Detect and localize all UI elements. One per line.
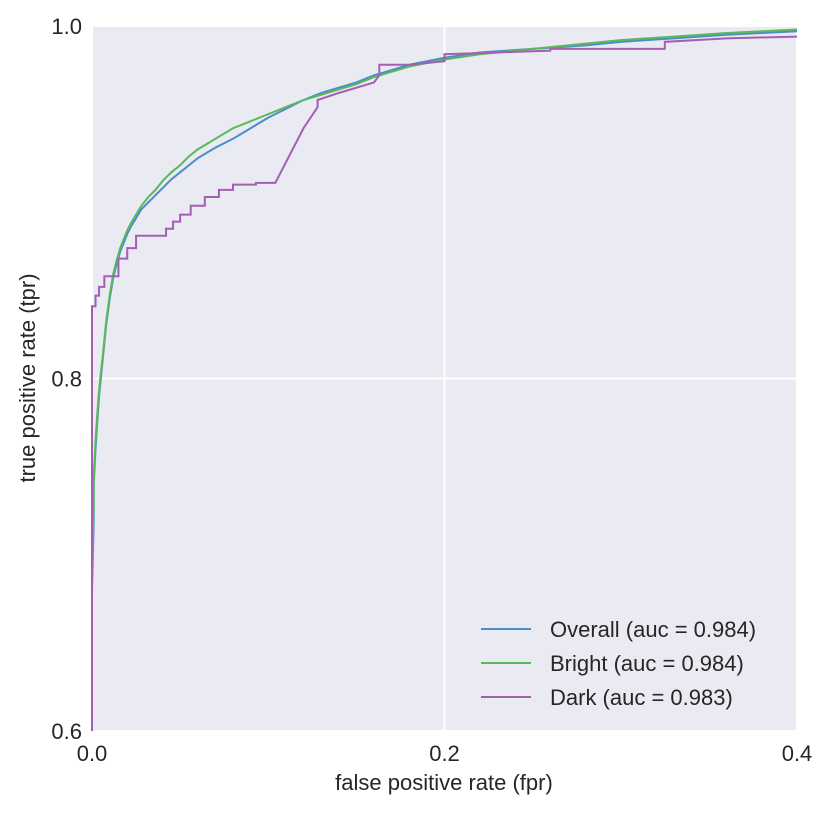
legend: Overall (auc = 0.984) Bright (auc = 0.984… [481, 617, 756, 710]
x-tick-label: 0.4 [782, 741, 813, 766]
series-line-1 [91, 28, 798, 731]
x-tick-label: 0.0 [77, 741, 108, 766]
x-axis-label: false positive rate (fpr) [335, 770, 553, 795]
y-axis-label: true positive rate (tpr) [15, 273, 40, 482]
series-lines [91, 28, 798, 731]
x-tick-labels: 0.0 0.2 0.4 [77, 741, 813, 766]
series-line-2 [91, 35, 798, 731]
legend-entry-1: Bright (auc = 0.984) [550, 651, 744, 676]
legend-entry-2: Dark (auc = 0.983) [550, 685, 733, 710]
grid [91, 25, 798, 732]
legend-entry-0: Overall (auc = 0.984) [550, 617, 756, 642]
x-tick-label: 0.2 [429, 741, 460, 766]
y-tick-label: 1.0 [51, 14, 82, 39]
y-tick-label: 0.6 [51, 719, 82, 744]
y-tick-label: 0.8 [51, 367, 82, 392]
y-tick-labels: 0.6 0.8 1.0 [51, 14, 82, 744]
